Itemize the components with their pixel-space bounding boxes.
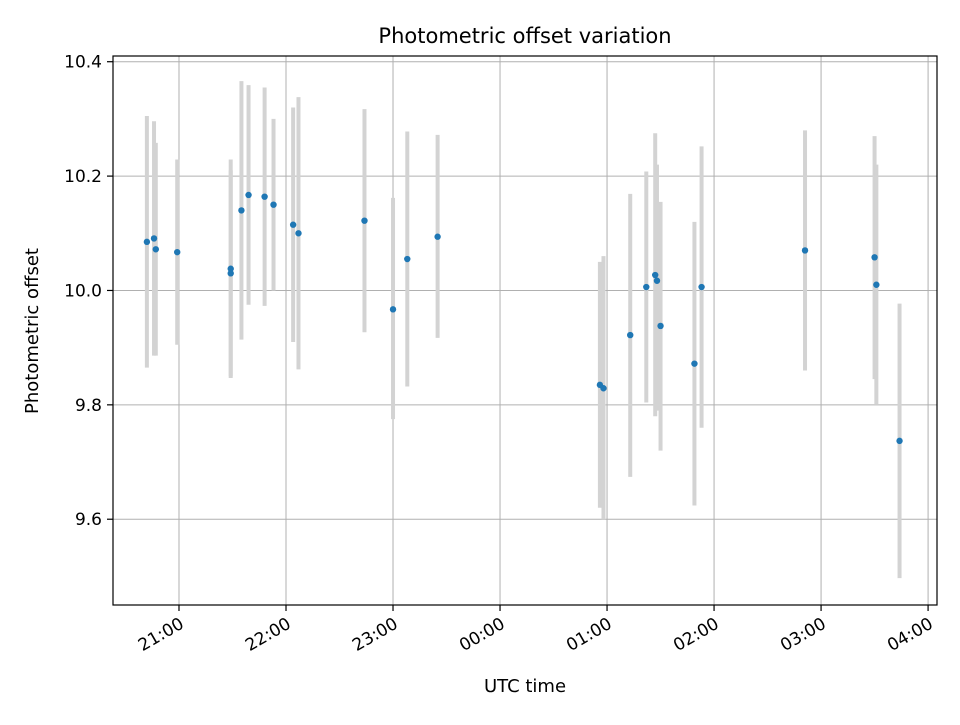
data-point [657,322,664,330]
data-point [150,235,158,242]
y-tick-label: 10.0 [64,281,102,301]
data-point [600,385,607,392]
data-point [434,233,441,240]
data-point [643,283,650,291]
data-point [871,254,878,261]
y-tick-label: 9.8 [75,396,102,416]
data-point [261,193,268,200]
data-point [873,281,880,288]
data-point [389,306,397,313]
data-markers [143,191,903,445]
data-point [270,201,277,208]
data-point [227,270,234,277]
data-point [152,246,160,253]
data-point [245,191,252,199]
data-point [289,221,297,228]
y-tick-label: 10.4 [64,53,102,73]
y-tick-label: 10.2 [64,167,102,187]
data-point [404,255,411,263]
data-point [295,230,302,237]
data-point [698,283,705,291]
data-point [627,331,634,339]
data-point [227,265,234,272]
data-point [653,277,661,284]
data-point [896,437,903,445]
data-point [361,217,368,224]
chart-title: Photometric offset variation [378,24,671,48]
x-axis-label: UTC time [484,676,566,697]
data-point [651,271,659,279]
y-axis-label: Photometric offset [22,248,43,414]
plot-frame [112,55,938,606]
data-point [174,248,181,256]
y-tick-label: 9.6 [75,510,102,530]
y-axis-ticks: 9.6 9.8 10.0 10.2 10.4 [64,53,113,530]
data-point [801,247,809,254]
data-point [691,360,698,367]
data-point [143,238,151,246]
data-point [238,207,245,214]
